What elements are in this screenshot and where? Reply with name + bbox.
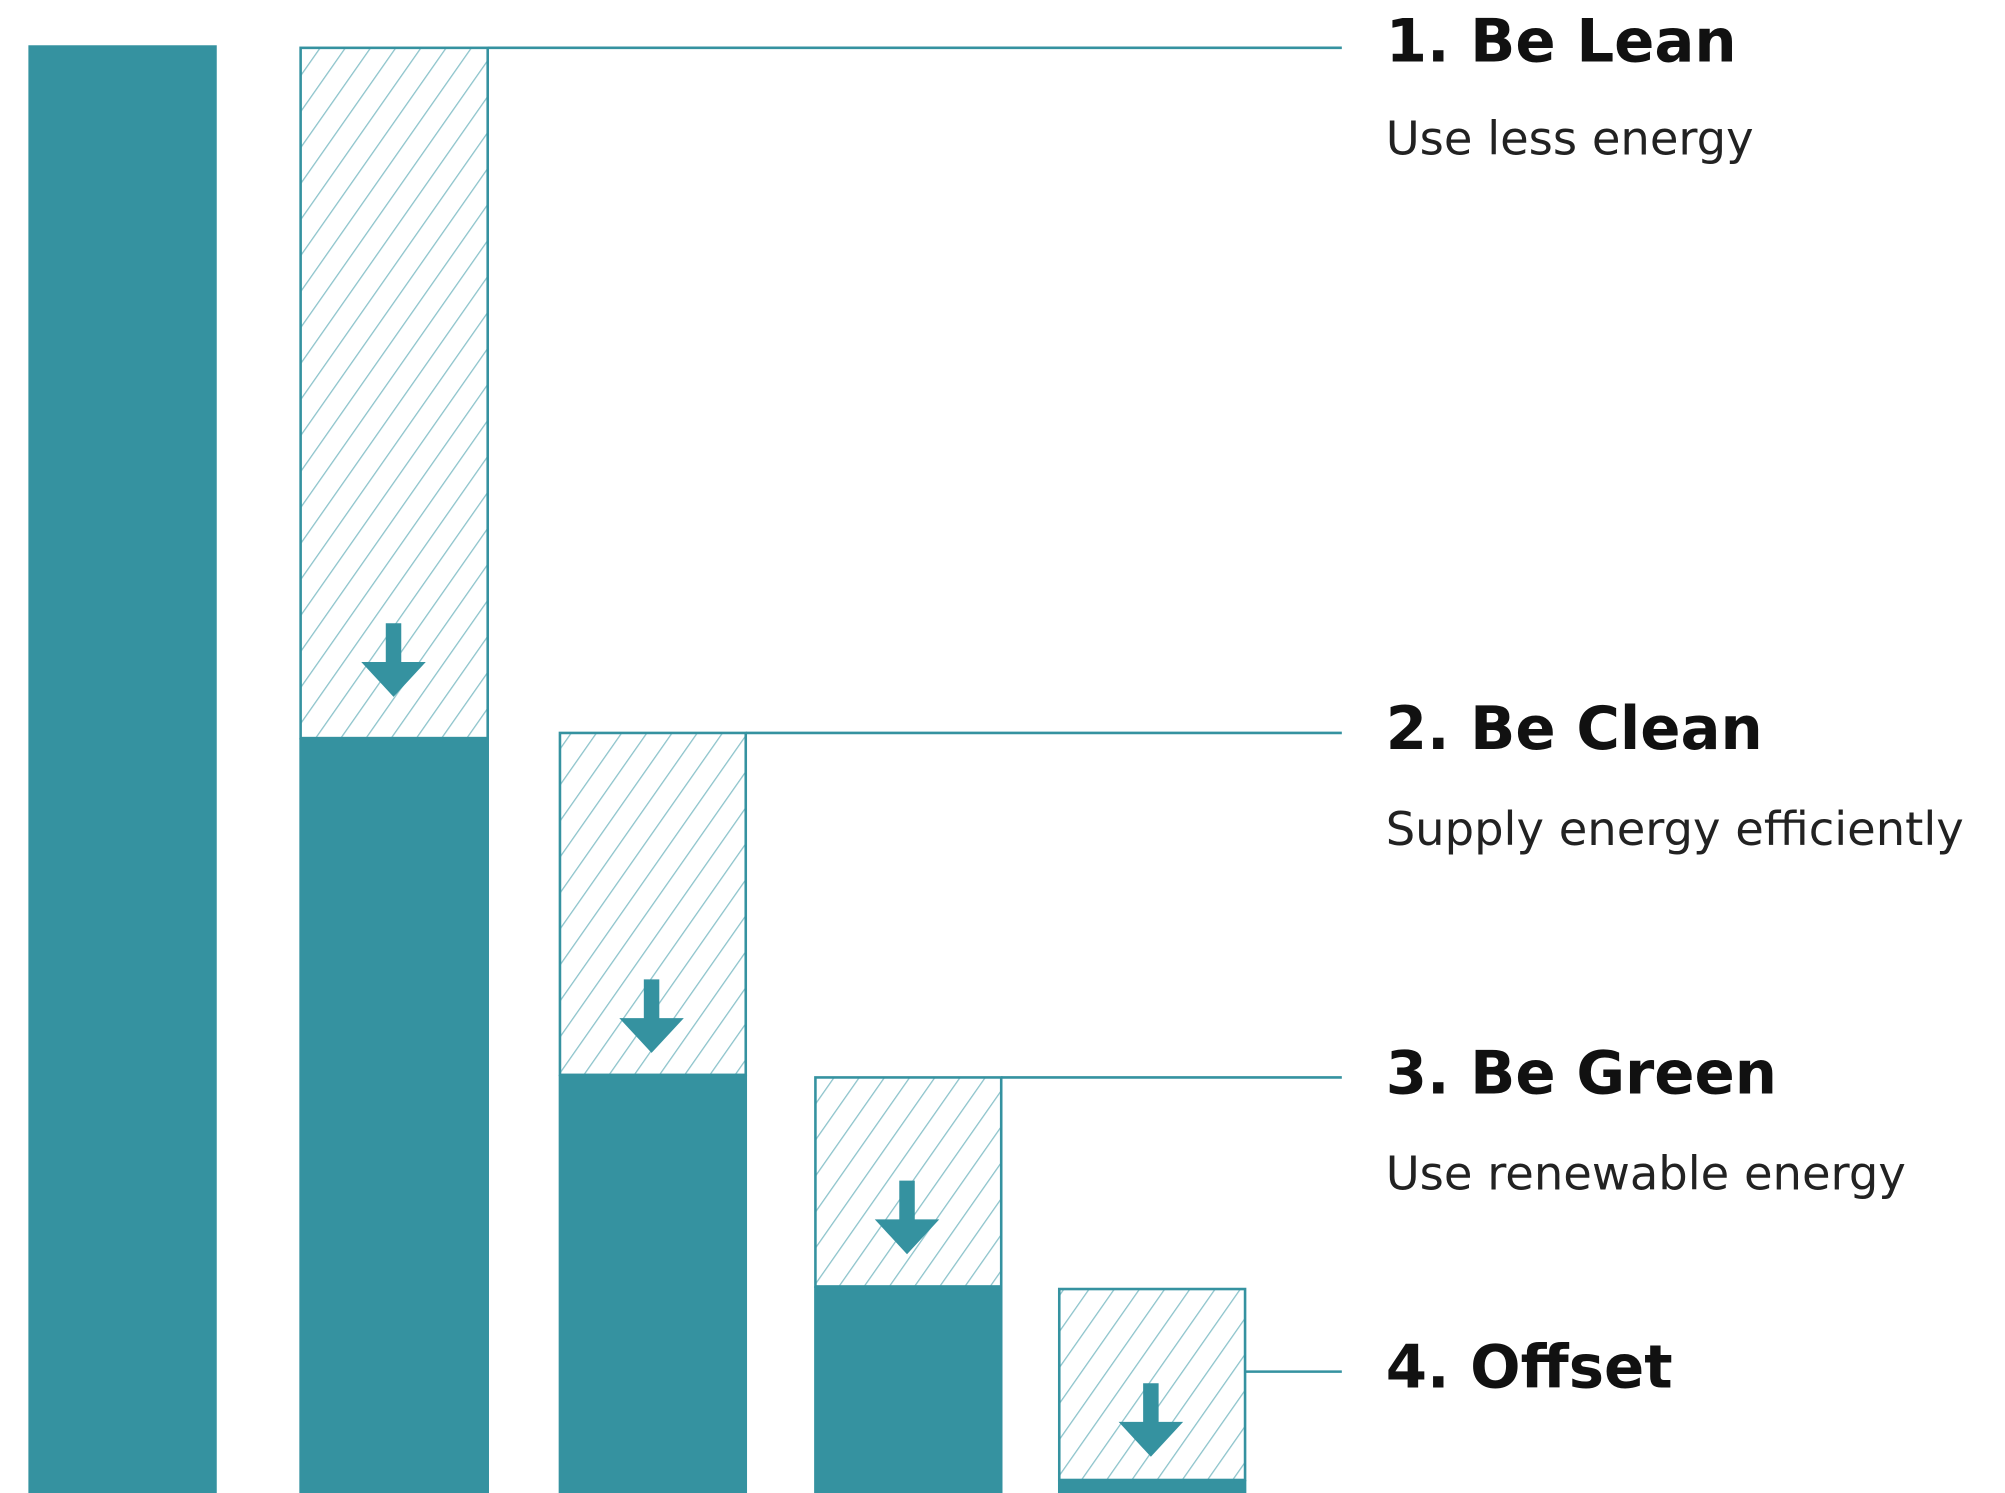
down-arrow xyxy=(874,1180,940,1255)
step-subtitle: Use renewable energy xyxy=(1386,1146,1906,1200)
step-title: 3. Be Green xyxy=(1386,1039,1777,1108)
down-arrow xyxy=(361,623,426,697)
remaining-bar xyxy=(299,738,489,1493)
remaining-bar xyxy=(814,1286,1003,1493)
step-subtitle: Use less energy xyxy=(1386,112,1754,166)
baseline-bar xyxy=(28,45,217,1493)
step-title: 4. Offset xyxy=(1386,1333,1673,1402)
down-arrow xyxy=(1118,1383,1184,1457)
reduction-block xyxy=(299,46,489,740)
remaining-bar xyxy=(558,1074,748,1493)
remaining-bar xyxy=(1057,1479,1247,1493)
down-arrow xyxy=(619,979,684,1053)
step-subtitle: Supply energy efficiently xyxy=(1386,802,1964,856)
step-title: 1. Be Lean xyxy=(1386,6,1737,75)
step-title: 2. Be Clean xyxy=(1386,694,1763,763)
